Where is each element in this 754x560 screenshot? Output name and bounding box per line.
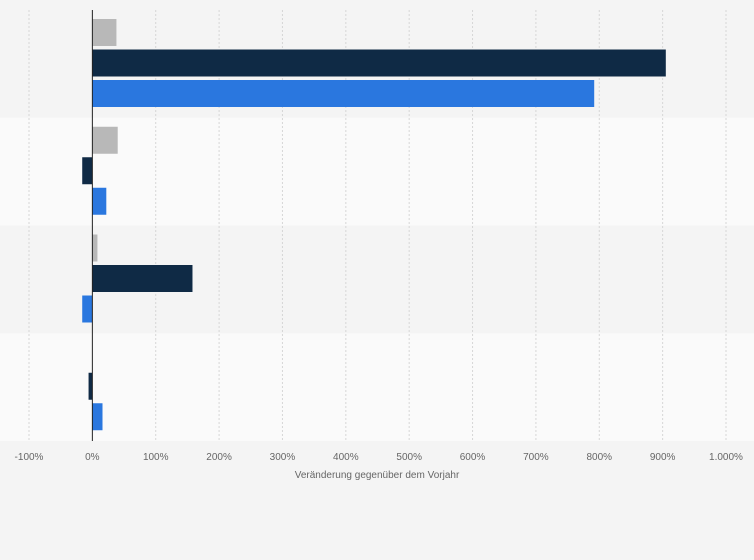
bar bbox=[92, 126, 118, 154]
x-tick-label: 0% bbox=[85, 452, 100, 463]
x-tick-label: 400% bbox=[333, 452, 359, 463]
x-tick-label: 1.000% bbox=[709, 452, 743, 463]
x-axis-title: Veränderung gegenüber dem Vorjahr bbox=[295, 470, 460, 481]
bars bbox=[82, 19, 666, 431]
x-tick-label: 800% bbox=[586, 452, 612, 463]
x-tick-label: -100% bbox=[15, 452, 44, 463]
bar bbox=[92, 234, 98, 262]
category-band bbox=[0, 117, 754, 226]
x-tick-label: 700% bbox=[523, 452, 549, 463]
x-tick-label: 500% bbox=[396, 452, 422, 463]
category-bands bbox=[0, 10, 754, 441]
bar bbox=[88, 372, 93, 400]
bar bbox=[92, 187, 107, 215]
x-axis-ticks: -100% 0% 100% 200% 300% 400% 500% 600% 700% 800% 9… bbox=[15, 452, 744, 463]
bar bbox=[92, 49, 666, 77]
bar bbox=[82, 295, 93, 323]
bar bbox=[92, 265, 193, 292]
x-tick-label: 300% bbox=[270, 452, 296, 463]
x-tick-label: 600% bbox=[460, 452, 486, 463]
x-tick-label: 900% bbox=[650, 452, 676, 463]
x-tick-label: 100% bbox=[143, 452, 169, 463]
x-tick-label: 200% bbox=[206, 452, 232, 463]
bar bbox=[82, 157, 93, 185]
bar bbox=[92, 19, 117, 46]
bar bbox=[92, 80, 595, 107]
category-band bbox=[0, 333, 754, 441]
bar bbox=[92, 403, 103, 431]
